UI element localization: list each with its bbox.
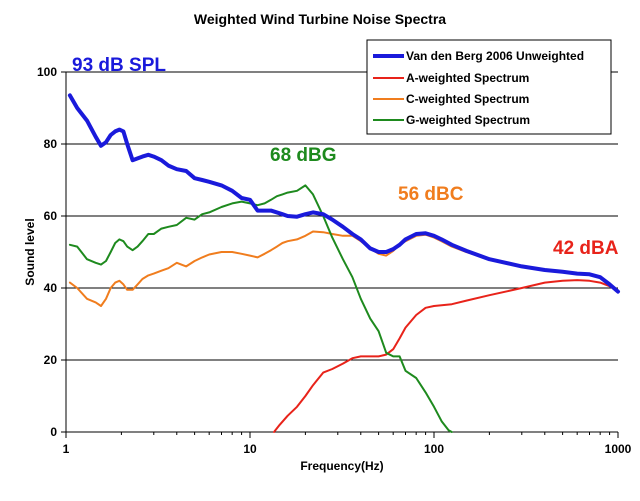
annotation-56-dbc: 56 dBC [398,184,464,205]
y-tick-label: 20 [44,353,58,367]
x-tick-label: 10 [243,442,257,456]
annotation-68-dbg: 68 dBG [270,145,337,166]
y-tick-label: 40 [44,281,58,295]
legend-label-g-weighted: G-weighted Spectrum [406,113,530,127]
x-tick-label: 100 [424,442,444,456]
y-tick-label: 0 [50,425,57,439]
series-g-weighted-line [68,184,453,433]
legend-label-unweighted: Van den Berg 2006 Unweighted [406,49,584,63]
legend-label-a-weighted: A-weighted Spectrum [406,71,529,85]
x-tick-label: 1 [63,442,70,456]
y-tick-label: 100 [37,65,57,79]
series-unweighted-line [67,93,620,294]
y-axis-label: Sound level [23,218,37,285]
axes [61,71,619,438]
annotation-42-dba: 42 dBA [553,238,619,259]
legend-box [366,39,612,135]
tick-labels: 0 20 40 60 80 100 1 10 100 1000 [37,65,632,456]
annotation-93-db-spl: 93 dB SPL [72,55,166,76]
series-a-weighted-line [273,279,619,433]
y-tick-label: 80 [44,137,58,151]
legend: Van den Berg 2006 Unweighted A-weighted … [366,39,612,135]
legend-label-c-weighted: C-weighted Spectrum [406,92,529,106]
chart-title: Weighted Wind Turbine Noise Spectra [194,11,446,27]
x-tick-label: 1000 [605,442,632,456]
y-tick-label: 60 [44,209,58,223]
x-axis-label: Frequency(Hz) [300,459,383,473]
series-group [67,93,620,433]
